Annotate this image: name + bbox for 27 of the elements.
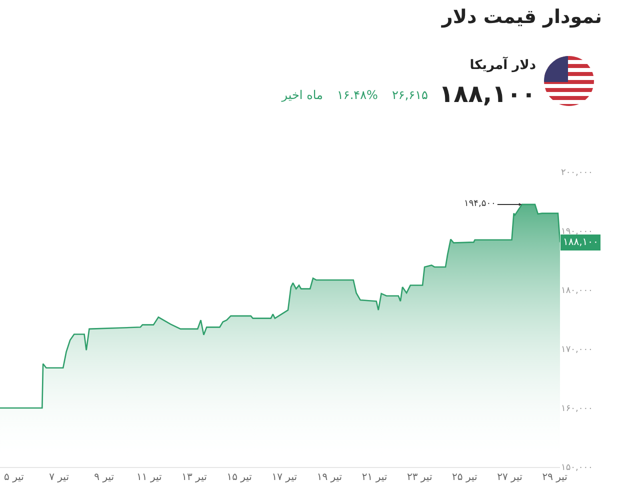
y-tick-label: ۱۶۰,۰۰۰ — [561, 404, 593, 414]
text: ماه اخیر — [282, 88, 323, 102]
y-tick-label: ۲۰۰,۰۰۰ — [561, 168, 593, 178]
annotation: ۱۹۴,۵۰۰ — [464, 199, 496, 209]
annotation: ۱۸۸,۱۰۰ — [563, 237, 598, 248]
x-tick-label: ۱۵ تیر — [226, 472, 252, 483]
x-tick-label: ۱۹ تیر — [316, 472, 342, 483]
x-tick-label: ۱۳ تیر — [182, 472, 208, 483]
chart-title: نمودار قیمت دلار — [442, 6, 602, 28]
text: ۱۸۸,۱۰۰ — [438, 80, 536, 108]
text: ۱۶.۴۸% — [336, 88, 378, 102]
chart-subtitle: دلار آمریکا — [470, 58, 536, 73]
y-tick-label: ۱۵۰,۰۰۰ — [561, 463, 593, 474]
x-tick-label: ۲۳ تیر — [406, 472, 432, 483]
y-tick-label: ۱۹۰,۰۰۰ — [561, 227, 593, 238]
x-tick-label: ۲۵ تیر — [452, 472, 478, 483]
x-tick-label: ۹ تیر — [94, 472, 114, 483]
x-tick-label: ۲۹ تیر — [542, 472, 568, 483]
x-tick-label: ۵ تیر — [4, 472, 24, 483]
x-tick-label: ۱۱ تیر — [136, 472, 162, 483]
y-tick-label: ۱۸۰,۰۰۰ — [561, 286, 593, 296]
x-tick-label: ۲۱ تیر — [362, 472, 388, 483]
x-tick-label: ۲۷ تیر — [497, 472, 523, 483]
x-tick-label: ۷ تیر — [49, 472, 70, 483]
x-tick-label: ۱۷ تیر — [272, 472, 298, 483]
text: ۲۶,۶۱۵ — [392, 88, 428, 102]
y-tick-label: ۱۷۰,۰۰۰ — [561, 345, 593, 356]
